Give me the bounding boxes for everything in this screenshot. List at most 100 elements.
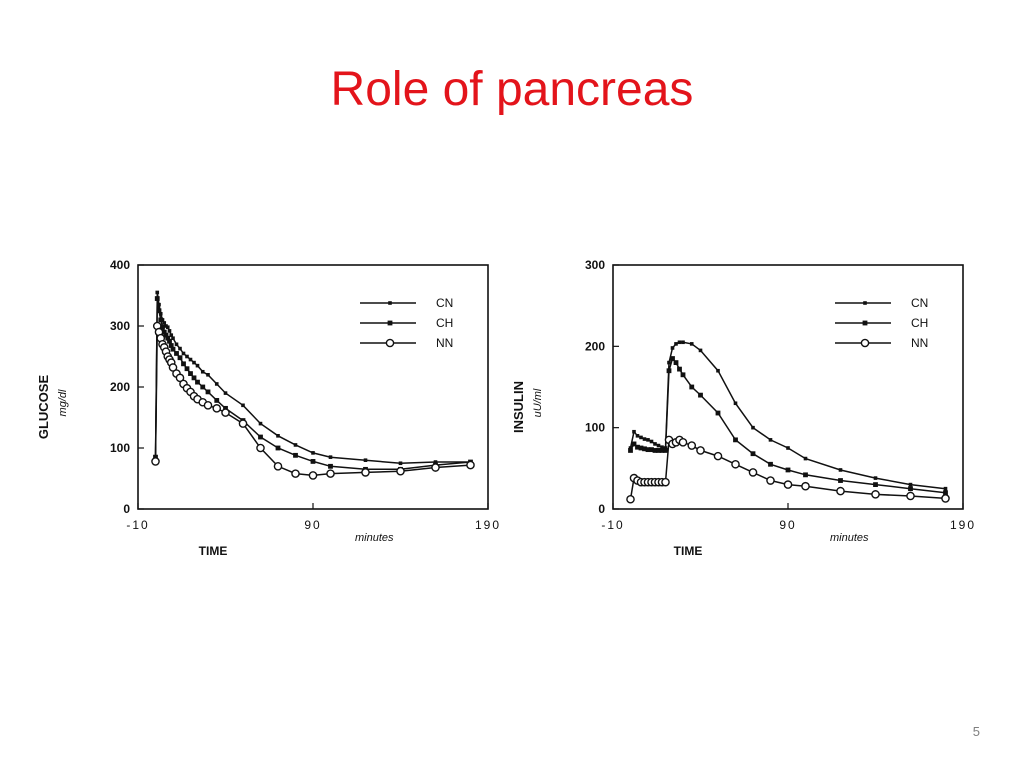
glucose-y-tick-label: 400 <box>110 258 130 272</box>
glucose-legend-label-ch: CH <box>436 316 453 330</box>
insulin-point-ch <box>943 490 948 496</box>
glucose-point-cn <box>192 360 196 365</box>
insulin-point-cn <box>660 445 664 449</box>
glucose-legend-marker-nn <box>385 338 395 348</box>
glucose-point-ch <box>156 308 162 314</box>
insulin-point-nn <box>801 481 810 491</box>
insulin-x-tick-label: 90 <box>779 518 796 532</box>
glucose-y-tick-label: 100 <box>110 441 130 455</box>
insulin-legend-marker-nn <box>860 338 870 348</box>
glucose-point-cn <box>158 312 163 316</box>
insulin-point-ch <box>698 392 703 398</box>
glucose-point-cn <box>167 329 172 333</box>
glucose-x-tick-label: 190 <box>475 518 500 532</box>
insulin-legend-label-ch: CH <box>911 316 928 330</box>
insulin-point-cn <box>698 348 703 353</box>
glucose-point-cn <box>206 373 210 377</box>
insulin-point-nn <box>748 468 758 477</box>
insulin-point-nn <box>766 476 775 485</box>
glucose-point-ch <box>191 375 197 381</box>
glucose-legend-marker-cn <box>388 301 392 305</box>
insulin-point-ch <box>642 446 647 452</box>
insulin-point-nn <box>687 441 697 450</box>
glucose-point-cn <box>363 458 368 462</box>
glucose-point-cn <box>293 443 298 447</box>
insulin-point-cn <box>943 486 948 491</box>
insulin-point-ch <box>663 448 668 453</box>
insulin-point-cn <box>656 443 661 448</box>
glucose-svg: 0 100 200 300 400 -10 90 190 TIME minutes GLUCOSE m… <box>36 258 500 558</box>
insulin-series-ch <box>628 356 948 496</box>
glucose-y-tick-label: 300 <box>110 319 130 333</box>
glucose-point-cn <box>162 321 167 325</box>
insulin-point-ch <box>750 451 756 457</box>
glucose-point-ch <box>258 434 263 440</box>
insulin-point-cn <box>674 342 678 346</box>
glucose-point-cn <box>195 363 200 368</box>
insulin-point-nn <box>871 490 880 499</box>
insulin-point-cn <box>733 401 738 406</box>
glucose-point-nn <box>212 404 222 413</box>
glucose-point-ch <box>167 338 172 344</box>
slide-title: Role of pancreas <box>330 63 694 116</box>
glucose-chart: 0 100 200 300 400 -10 90 190 TIME minutes GLUCOSE m… <box>30 245 500 575</box>
glucose-point-ch <box>328 463 333 469</box>
insulin-point-nn <box>906 491 915 501</box>
glucose-point-cn <box>165 325 170 330</box>
glucose-point-nn <box>431 463 440 472</box>
insulin-point-ch <box>803 472 808 478</box>
glucose-point-nn <box>273 461 283 471</box>
insulin-point-ch <box>652 448 658 453</box>
glucose-point-ch <box>154 296 160 301</box>
insulin-y-tick-label: 100 <box>585 421 605 435</box>
glucose-point-ch <box>160 324 165 330</box>
insulin-y-tick-label: 200 <box>585 339 605 353</box>
glucose-point-nn <box>238 419 248 428</box>
insulin-point-ch <box>838 478 843 483</box>
glucose-series-line-ch <box>154 298 471 471</box>
insulin-point-ch <box>631 441 637 447</box>
insulin-point-cn <box>677 340 682 345</box>
glucose-point-ch <box>214 398 220 403</box>
glucose-point-nn <box>168 363 178 372</box>
glucose-point-ch <box>170 346 176 352</box>
glucose-y-axis-label: GLUCOSE <box>36 375 51 440</box>
insulin-point-nn <box>783 480 793 489</box>
insulin-y-axis-label: INSULIN <box>511 381 526 433</box>
insulin-point-cn <box>642 437 647 441</box>
glucose-series-cn <box>153 290 473 466</box>
glucose-point-ch <box>168 343 174 348</box>
insulin-point-ch <box>677 366 682 372</box>
insulin-point-nn <box>941 494 950 503</box>
glucose-point-nn <box>326 469 335 478</box>
insulin-point-cn <box>751 425 755 430</box>
insulin-y-unit-label: uU/ml <box>532 388 544 417</box>
insulin-point-ch <box>635 444 640 450</box>
insulin-point-ch <box>666 368 672 374</box>
insulin-point-cn <box>646 438 650 442</box>
insulin-point-ch <box>628 448 633 453</box>
glucose-point-cn <box>155 290 160 295</box>
insulin-point-ch <box>680 372 686 378</box>
glucose-point-ch <box>195 379 200 385</box>
glucose-point-cn <box>157 302 161 307</box>
insulin-point-nn <box>713 451 723 461</box>
insulin-point-nn <box>731 459 740 469</box>
insulin-point-ch <box>638 445 644 451</box>
insulin-legend-label-cn: CN <box>911 296 928 310</box>
insulin-y-tick-label: 300 <box>585 258 605 272</box>
slide-number: 5 <box>972 724 980 739</box>
insulin-x-tick-label: 190 <box>950 518 975 532</box>
glucose-x-tick-label: -10 <box>126 518 149 532</box>
insulin-point-cn <box>689 342 694 346</box>
insulin-point-cn <box>653 442 657 446</box>
glucose-y-tick-label: 200 <box>110 380 130 394</box>
insulin-point-nn <box>696 446 705 455</box>
insulin-point-cn <box>670 346 675 350</box>
insulin-point-cn <box>681 340 685 345</box>
insulin-point-ch <box>670 356 675 361</box>
glucose-point-cn <box>188 357 193 362</box>
glucose-legend-label-cn: CN <box>436 296 453 310</box>
insulin-point-nn <box>678 438 688 447</box>
glucose-point-nn <box>221 408 230 417</box>
